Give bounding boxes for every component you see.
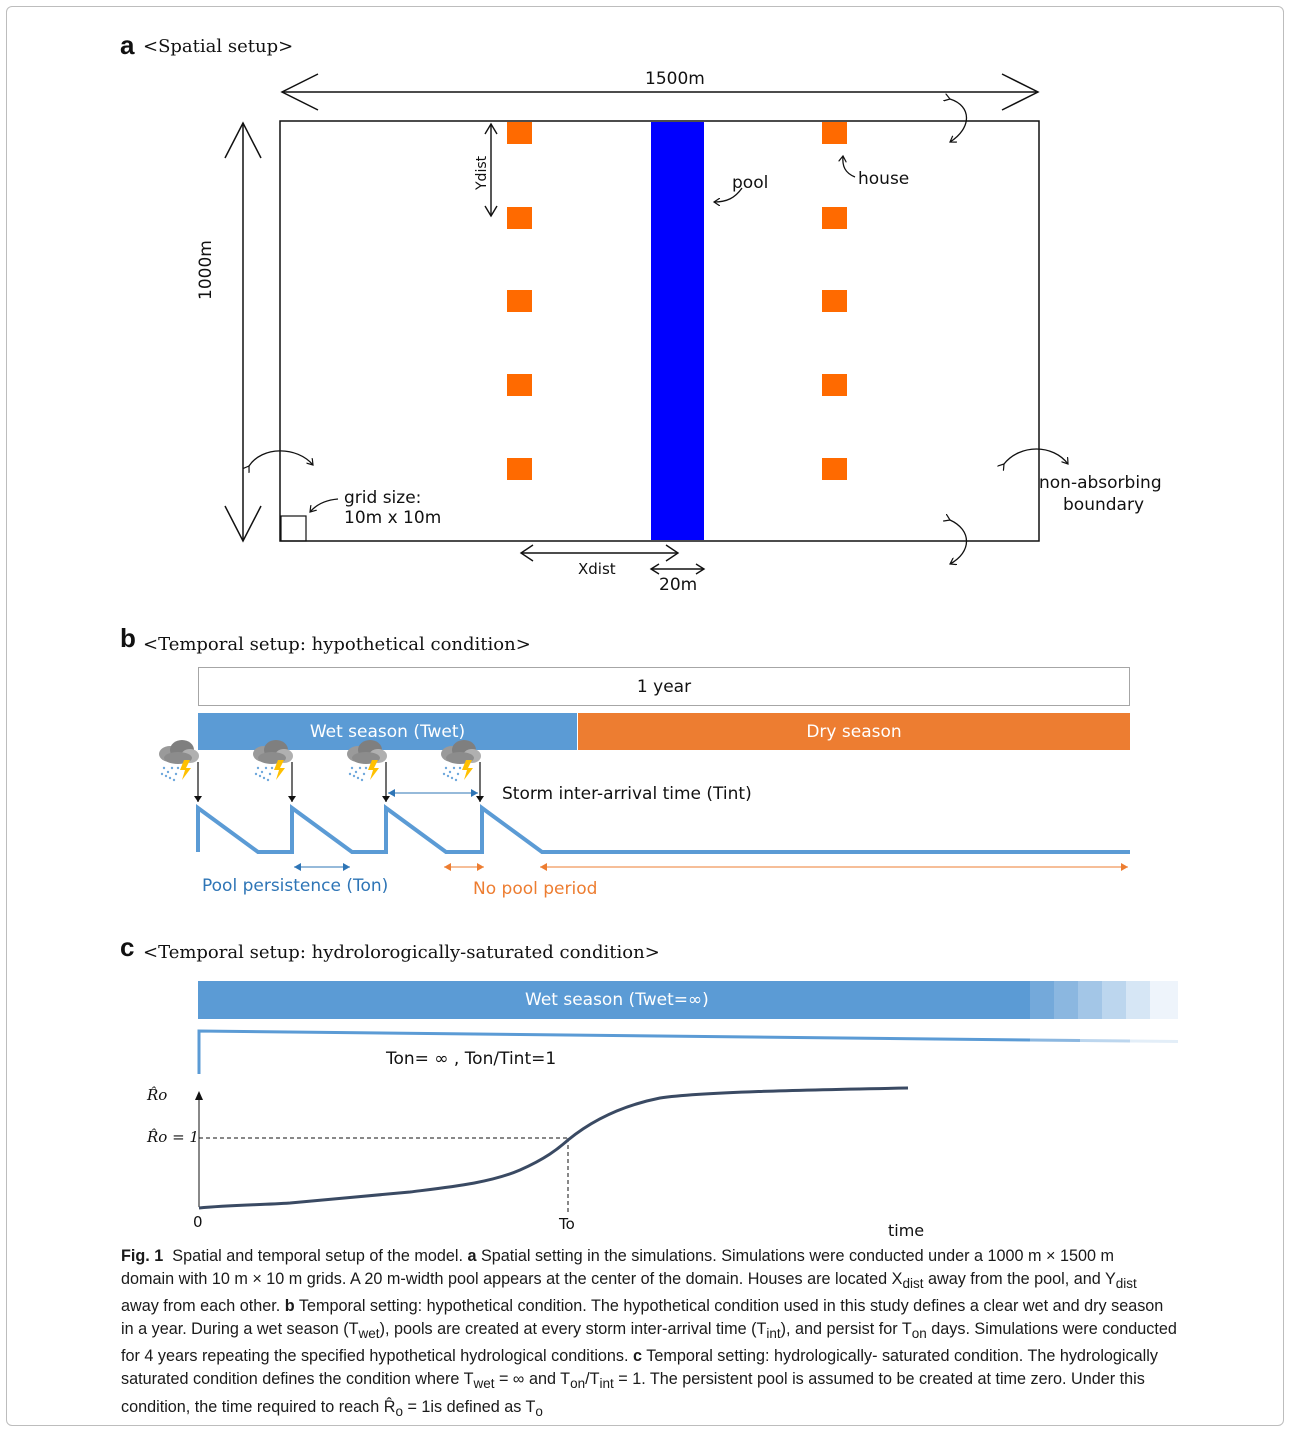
caption-c-text-4: /T <box>585 1370 600 1389</box>
caption-sub-o: o <box>395 1403 403 1419</box>
house-label: house <box>858 169 910 189</box>
panel-c-title: <Temporal setup: hydrolorogically-satura… <box>143 942 660 963</box>
house <box>822 290 847 312</box>
caption-b-text-3: ), pools are created at every storm inte… <box>379 1320 767 1339</box>
caption-c-text-7: = 1is defined as T <box>402 1397 536 1416</box>
dry-season-label: Dry season <box>806 721 902 742</box>
caption-c-text-1: Temporal setting: hydrologically- satura… <box>642 1347 1158 1366</box>
width-arrow <box>280 73 1040 111</box>
y-ref-label: R̂o = 1 <box>147 1128 199 1146</box>
boundary-arrows <box>249 99 1068 564</box>
panel-a-title: <Spatial setup> <box>143 36 294 57</box>
pool-width-arrow <box>649 563 706 575</box>
caption-c-text-6: condition, the time required to reach R̂ <box>121 1397 396 1416</box>
storm-label: Storm inter-arrival time (Tint) <box>502 784 752 804</box>
pool-level-line <box>196 804 1130 854</box>
no-pool-label: No pool period <box>473 879 598 899</box>
caption-b-text-1: Temporal setting: hypothetical condition… <box>294 1297 1164 1316</box>
caption-a-text-1: Spatial setting in the simulations. Simu… <box>480 1247 1114 1265</box>
panel-b-letter: b <box>120 623 136 653</box>
panel-c-letter: c <box>120 932 135 962</box>
figure-caption: Fig. 1 Spatial and temporal setup of the… <box>121 1245 1271 1423</box>
caption-sub-wet-2: wet <box>473 1376 495 1392</box>
house <box>822 207 847 229</box>
caption-sub-int: int <box>766 1326 781 1342</box>
x-axis-label: time <box>888 1221 925 1240</box>
caption-title: Spatial and temporal setup of the model. <box>172 1247 463 1265</box>
house <box>507 458 532 480</box>
caption-a-text-3: away from the pool, and Y <box>923 1270 1116 1288</box>
width-label: 1500m <box>645 69 705 89</box>
caption-c-text-2: saturated condition defines the conditio… <box>121 1370 474 1389</box>
fading-bar <box>1030 981 1178 1019</box>
pool-width-label: 20m <box>659 575 698 595</box>
caption-sub-int-2: int <box>599 1376 614 1392</box>
wet-season-bar: Wet season (Twet) <box>198 713 577 750</box>
pool-strip <box>651 122 704 540</box>
caption-c-text-5: = 1. The persistent pool is assumed to b… <box>613 1370 1145 1389</box>
dry-season-bar: Dry season <box>578 713 1130 750</box>
house-pointer <box>843 156 856 178</box>
ydist-arrow <box>484 122 498 218</box>
grid-label-line1: grid size: <box>344 488 422 508</box>
caption-b-text-5: days. Simulations were conducted <box>926 1320 1177 1339</box>
caption-sub-dist-2: dist <box>1115 1276 1137 1292</box>
wet-season-infinite-label: Wet season (Twet=∞) <box>525 990 709 1010</box>
caption-b-key: b <box>284 1297 295 1316</box>
caption-a-text-4: away from each other. <box>121 1297 285 1316</box>
boundary-label-line1: non-absorbing <box>1039 473 1162 493</box>
grid-label-line2: 10m x 10m <box>344 508 442 528</box>
panel-a-letter: a <box>120 30 135 60</box>
persistence-label: Pool persistence (Ton) <box>202 876 389 896</box>
storm-arrows <box>194 762 484 802</box>
grid-pointer <box>310 498 339 512</box>
grid-cell <box>280 515 307 542</box>
caption-a-key: a <box>467 1247 477 1265</box>
caption-c-key: c <box>633 1347 643 1366</box>
y-axis-arrowhead <box>195 1091 203 1100</box>
caption-c-text-3: = ∞ and T <box>494 1370 571 1389</box>
house <box>507 290 532 312</box>
pool-pointer <box>714 187 743 202</box>
boundary-label-line2: boundary <box>1063 495 1144 515</box>
house <box>507 374 532 396</box>
caption-b-text-4: ), and persist for T <box>780 1320 912 1339</box>
persistent-pool-line <box>197 1029 1031 1074</box>
caption-b-text-2: in a year. During a wet season (T <box>121 1320 359 1339</box>
house <box>507 122 532 144</box>
caption-sub-o-2: o <box>535 1403 543 1419</box>
wet-season-infinite-bar: Wet season (Twet=∞) <box>198 981 1030 1019</box>
x-to-label: To <box>559 1215 575 1233</box>
xdist-arrow <box>519 544 680 562</box>
domain-rect <box>279 120 1040 542</box>
wet-season-label: Wet season (Twet) <box>309 721 466 742</box>
y-axis-label: R̂o <box>147 1086 168 1104</box>
figure-frame <box>6 6 1284 1426</box>
persistent-pool-line-fade <box>1029 1038 1179 1043</box>
caption-b-text-6: for 4 years repeating the specified hypo… <box>121 1347 634 1366</box>
house <box>822 122 847 144</box>
ton-label: Ton= ∞ , Ton/Tint=1 <box>386 1049 557 1069</box>
house <box>822 374 847 396</box>
house <box>507 207 532 229</box>
year-bar: 1 year <box>198 667 1130 706</box>
caption-sub-dist: dist <box>902 1276 924 1292</box>
caption-sub-wet: wet <box>358 1326 380 1342</box>
house <box>822 458 847 480</box>
caption-a-text-2: domain with 10 m × 10 m grids. A 20 m-wi… <box>121 1270 903 1288</box>
x-zero-label: 0 <box>193 1213 203 1231</box>
caption-fig-label: Fig. 1 <box>121 1247 164 1265</box>
caption-sub-on: on <box>911 1326 927 1342</box>
pool-label: pool <box>732 173 769 193</box>
xdist-label: Xdist <box>578 560 616 578</box>
year-label: 1 year <box>636 676 692 697</box>
ro-curve <box>198 1086 909 1210</box>
caption-sub-on-2: on <box>570 1376 586 1392</box>
panel-b-title: <Temporal setup: hypothetical condition> <box>143 634 531 655</box>
